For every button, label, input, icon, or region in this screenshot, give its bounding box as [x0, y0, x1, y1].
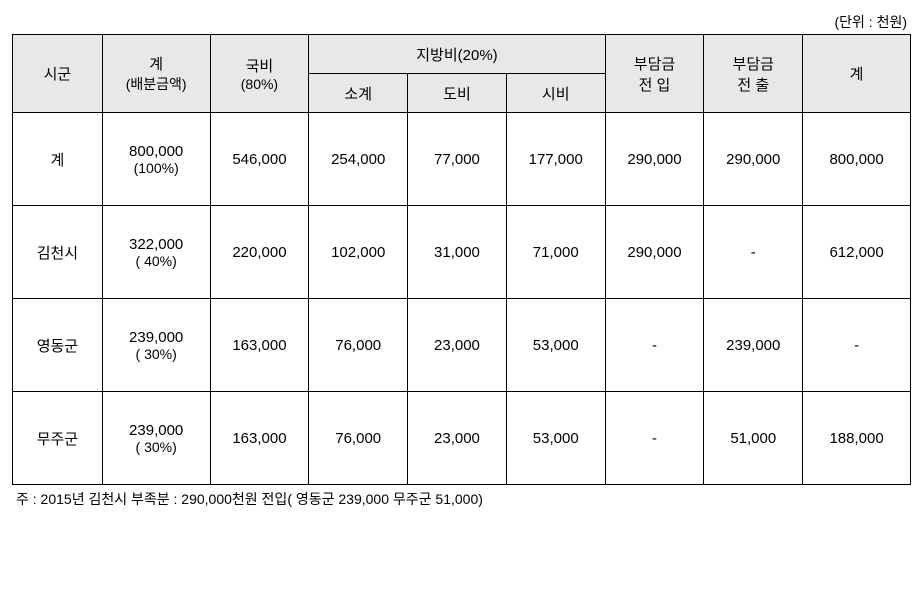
cell-budam-in: -: [605, 392, 704, 485]
table-row: 계 800,000 (100%) 546,000 254,000 77,000 …: [13, 113, 911, 206]
cell-budam-in: -: [605, 299, 704, 392]
cell-sibi: 53,000: [506, 299, 605, 392]
header-budam-in-line2: 전 입: [606, 74, 704, 95]
cell-alloc: 239,000 ( 30%): [102, 299, 210, 392]
header-sigun: 시군: [13, 35, 103, 113]
header-alloc-line2: (배분금액): [103, 74, 210, 94]
header-dobi: 도비: [408, 74, 507, 113]
header-sibi: 시비: [506, 74, 605, 113]
cell-budam-in: 290,000: [605, 206, 704, 299]
cell-sibi: 53,000: [506, 392, 605, 485]
header-budam-in: 부담금 전 입: [605, 35, 704, 113]
table-row: 김천시 322,000 ( 40%) 220,000 102,000 31,00…: [13, 206, 911, 299]
cell-dobi: 77,000: [408, 113, 507, 206]
cell-sigun: 무주군: [13, 392, 103, 485]
cell-dobi: 23,000: [408, 392, 507, 485]
header-budam-out-line2: 전 출: [704, 74, 802, 95]
cell-alloc-line1: 322,000: [103, 236, 210, 253]
cell-budam-out: 239,000: [704, 299, 803, 392]
cell-sigun: 김천시: [13, 206, 103, 299]
cell-sibi: 177,000: [506, 113, 605, 206]
cell-gukbi: 546,000: [210, 113, 309, 206]
cell-total: 612,000: [803, 206, 911, 299]
cell-alloc-line1: 239,000: [103, 422, 210, 439]
footnote: 주 : 2015년 김천시 부족분 : 290,000천원 전입( 영동군 23…: [12, 489, 911, 509]
cell-alloc-line1: 800,000: [103, 143, 210, 160]
cell-alloc-line2: ( 40%): [103, 253, 210, 269]
header-gukbi: 국비 (80%): [210, 35, 309, 113]
header-gukbi-line2: (80%): [211, 76, 309, 92]
cell-sibi: 71,000: [506, 206, 605, 299]
cell-alloc-line2: (100%): [103, 160, 210, 176]
cell-alloc: 322,000 ( 40%): [102, 206, 210, 299]
header-budam-in-line1: 부담금: [606, 53, 704, 74]
allocation-table: 시군 계 (배분금액) 국비 (80%) 지방비(20%) 부담금 전 입 부담…: [12, 34, 911, 485]
cell-alloc: 239,000 ( 30%): [102, 392, 210, 485]
header-gukbi-line1: 국비: [211, 55, 309, 76]
cell-gukbi: 220,000: [210, 206, 309, 299]
cell-budam-in: 290,000: [605, 113, 704, 206]
table-row: 영동군 239,000 ( 30%) 163,000 76,000 23,000…: [13, 299, 911, 392]
cell-sigun: 계: [13, 113, 103, 206]
cell-sigun: 영동군: [13, 299, 103, 392]
header-budam-out: 부담금 전 출: [704, 35, 803, 113]
cell-alloc-line1: 239,000: [103, 329, 210, 346]
cell-total: 188,000: [803, 392, 911, 485]
cell-sogye: 102,000: [309, 206, 408, 299]
header-budam-out-line1: 부담금: [704, 53, 802, 74]
cell-alloc-line2: ( 30%): [103, 346, 210, 362]
cell-alloc-line2: ( 30%): [103, 439, 210, 455]
cell-total: 800,000: [803, 113, 911, 206]
cell-sogye: 254,000: [309, 113, 408, 206]
cell-sogye: 76,000: [309, 299, 408, 392]
cell-sogye: 76,000: [309, 392, 408, 485]
cell-dobi: 31,000: [408, 206, 507, 299]
cell-gukbi: 163,000: [210, 392, 309, 485]
header-alloc-line1: 계: [103, 53, 210, 74]
header-row-1: 시군 계 (배분금액) 국비 (80%) 지방비(20%) 부담금 전 입 부담…: [13, 35, 911, 74]
cell-alloc: 800,000 (100%): [102, 113, 210, 206]
table-row: 무주군 239,000 ( 30%) 163,000 76,000 23,000…: [13, 392, 911, 485]
cell-dobi: 23,000: [408, 299, 507, 392]
header-jibangbi: 지방비(20%): [309, 35, 605, 74]
cell-gukbi: 163,000: [210, 299, 309, 392]
cell-budam-out: 51,000: [704, 392, 803, 485]
table-body: 계 800,000 (100%) 546,000 254,000 77,000 …: [13, 113, 911, 485]
unit-label: (단위 : 천원): [12, 12, 911, 32]
cell-budam-out: 290,000: [704, 113, 803, 206]
header-sogye: 소계: [309, 74, 408, 113]
header-total: 계: [803, 35, 911, 113]
header-alloc: 계 (배분금액): [102, 35, 210, 113]
cell-total: -: [803, 299, 911, 392]
cell-budam-out: -: [704, 206, 803, 299]
